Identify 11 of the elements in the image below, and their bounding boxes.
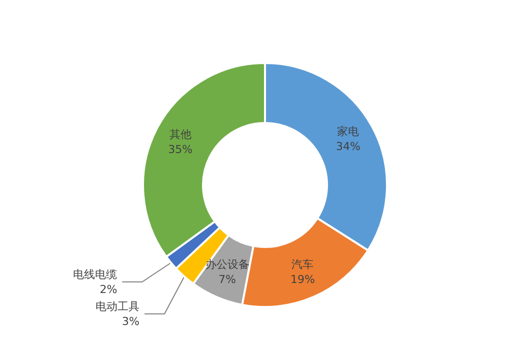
slice-label: 电动工具 <box>95 300 140 313</box>
data-label: 34% <box>336 140 360 154</box>
slice-label: 家电 <box>337 125 360 138</box>
slice-label: 电线电缆 <box>73 268 118 281</box>
slice-label: 汽车 <box>292 258 314 272</box>
slice-label: 其他 <box>169 128 192 141</box>
data-label: 2% <box>100 282 118 296</box>
data-label: 19% <box>290 273 315 286</box>
data-label: 7% <box>218 273 236 286</box>
data-label: 3% <box>122 314 140 328</box>
data-label: 35% <box>168 142 193 156</box>
